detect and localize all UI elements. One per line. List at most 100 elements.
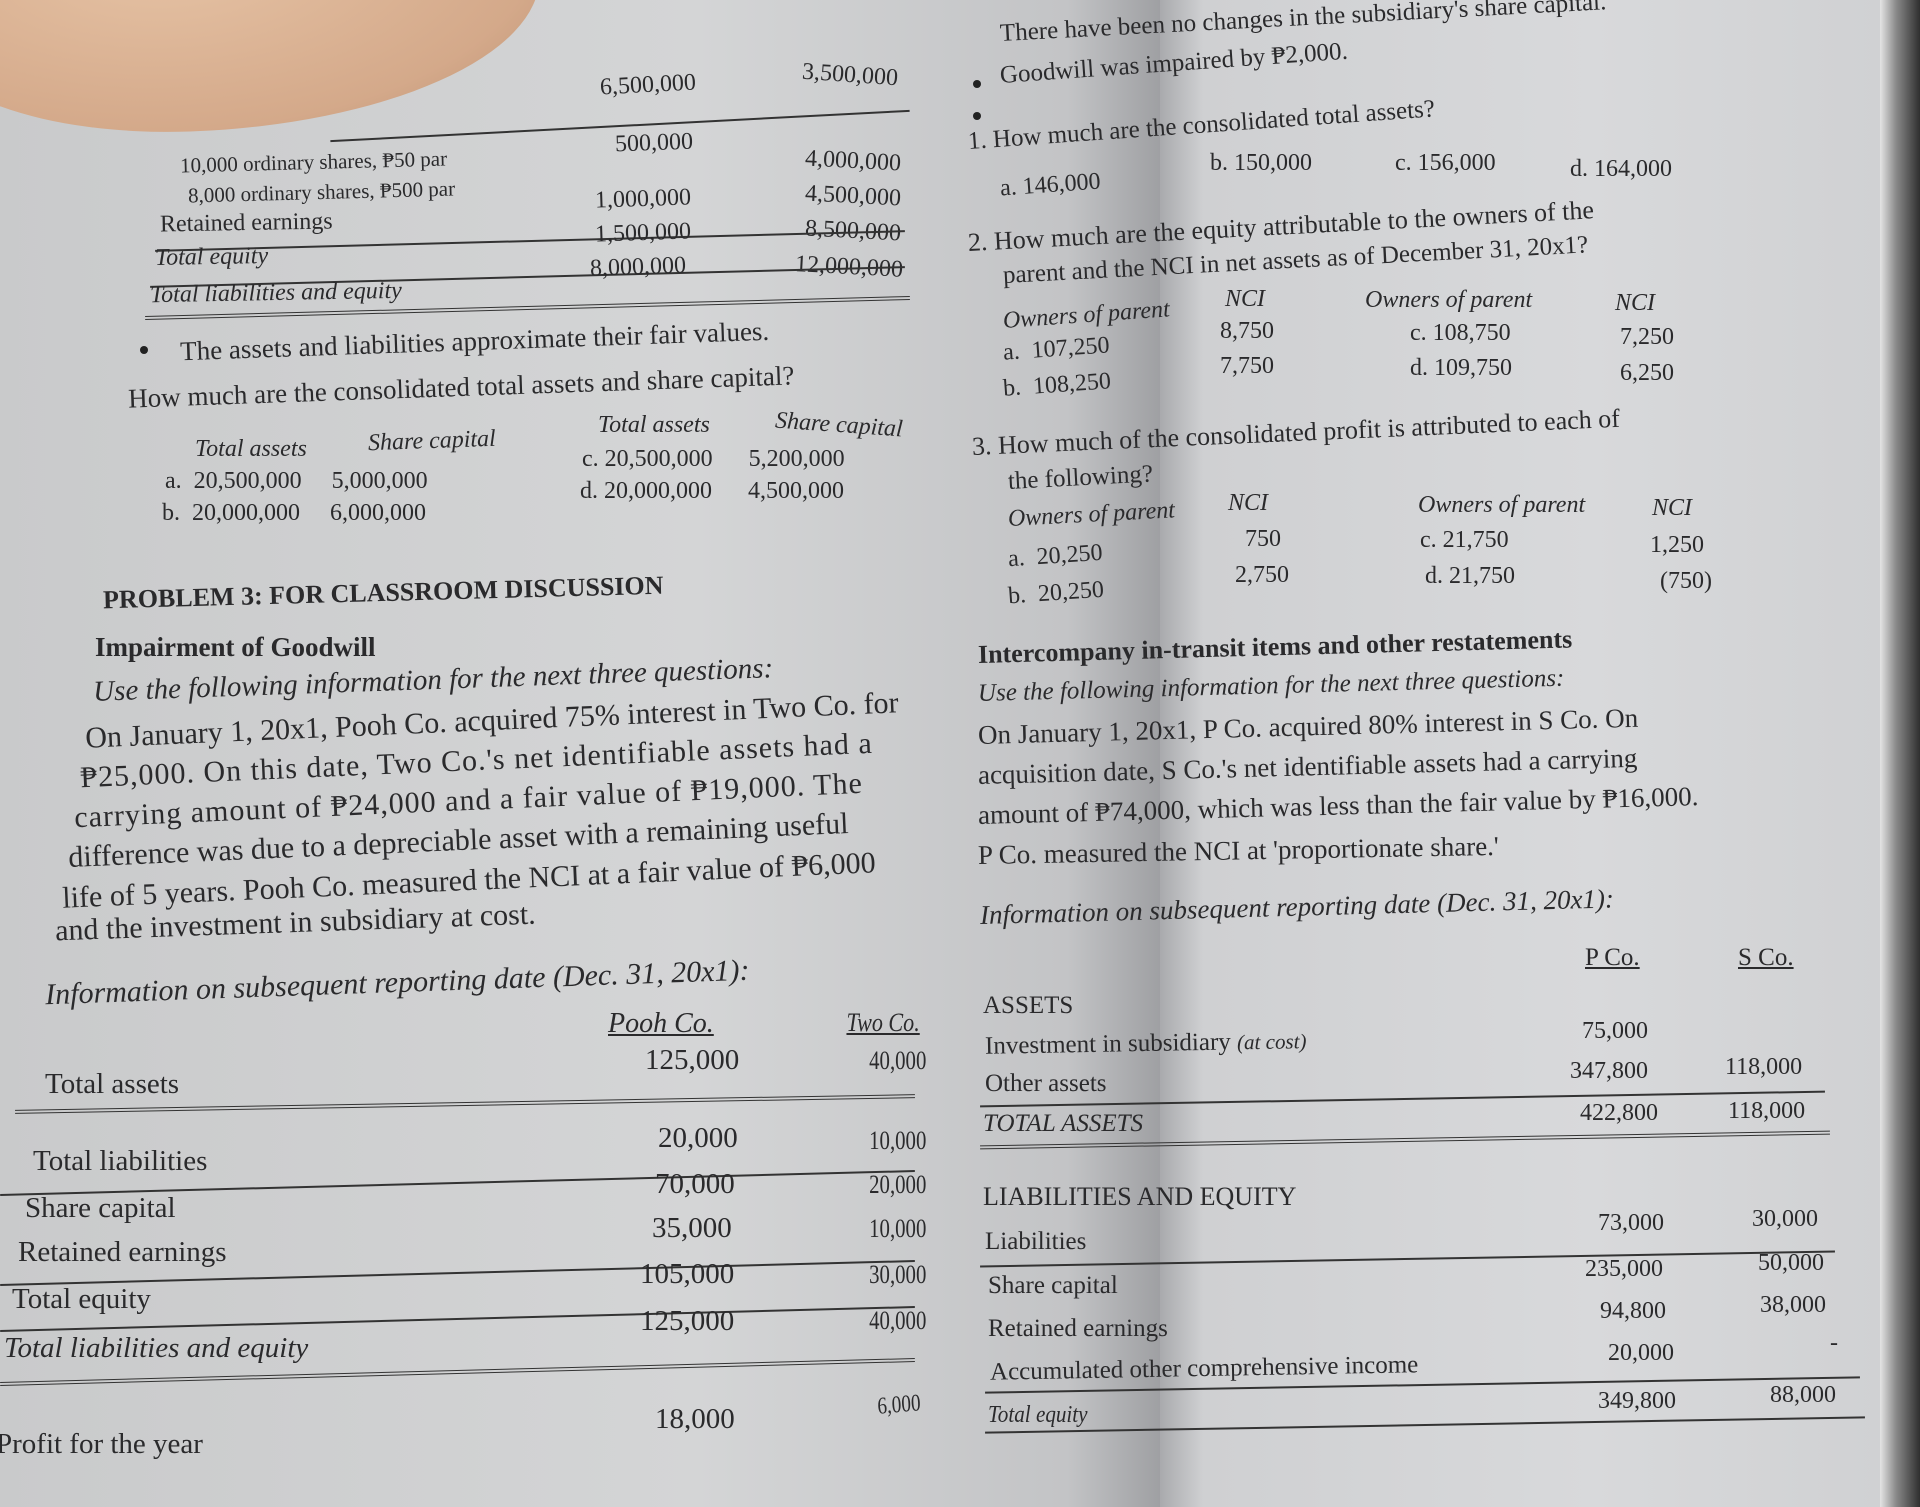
option-letter: c.: [582, 446, 599, 472]
option-header: Total assets: [195, 436, 307, 462]
option-header: Total assets: [598, 412, 710, 438]
q2-nci-c: 7,250: [1620, 324, 1674, 350]
divider: [980, 1250, 1835, 1268]
paragraph-line: On January 1, 20x1, P Co. acquired 80% i…: [977, 702, 1639, 750]
row-value: 10,000: [869, 1214, 927, 1243]
q2-header: Owners of parent: [1002, 296, 1171, 334]
row-value: 10,000: [869, 1126, 927, 1155]
le-heading: LIABILITIES AND EQUITY: [983, 1182, 1297, 1211]
right-page: [1160, 0, 1880, 1507]
row-value: 20,000: [1608, 1340, 1674, 1366]
row-value: 30,000: [869, 1260, 927, 1289]
q3-header: NCI: [1652, 495, 1693, 521]
row-label: Retained earnings: [988, 1315, 1168, 1342]
row-label: Total liabilities and equity: [4, 1332, 309, 1364]
column-header-s: S Co.: [1738, 944, 1794, 971]
info-heading: Information on subsequent reporting date…: [979, 883, 1615, 930]
option-total-assets: 20,000,000: [604, 478, 712, 504]
option-letter: c.: [1420, 527, 1437, 553]
page-edge: [1880, 0, 1920, 1507]
option-letter: a.: [1007, 545, 1026, 573]
row-value: 88,000: [1770, 1382, 1836, 1408]
row-value: 50,000: [1758, 1250, 1824, 1276]
q2-option-b[interactable]: b. 108,250: [1002, 368, 1112, 402]
assets-heading: ASSETS: [983, 992, 1074, 1019]
row-value: 30,000: [1752, 1206, 1818, 1232]
q2-header: NCI: [1225, 286, 1266, 312]
q2-header: NCI: [1615, 290, 1656, 316]
row-value: 35,000: [652, 1212, 732, 1244]
bullet-icon: [973, 112, 981, 120]
column-header-p: P Co.: [1585, 944, 1640, 971]
option-parent: 108,250: [1032, 368, 1112, 400]
q2-option-c[interactable]: c. 108,750: [1410, 320, 1511, 347]
left-page: 6,500,000 3,500,000 10,000 ordinary shar…: [0, 0, 1160, 1507]
option-letter: d.: [580, 478, 598, 504]
section-title: Intercompany in-transit items and other …: [977, 624, 1573, 669]
row-value: 40,000: [869, 1046, 927, 1075]
q3-header: NCI: [1228, 490, 1269, 516]
option-share-capital: 5,000,000: [331, 468, 428, 494]
row-value: 105,000: [640, 1258, 735, 1290]
option-parent: 109,750: [1434, 355, 1512, 381]
q3-option-d[interactable]: d. 21,750: [1425, 563, 1515, 590]
q1-option-c[interactable]: c. 156,000: [1395, 150, 1496, 176]
bullet-icon: [140, 346, 148, 354]
row-label: Investment in subsidiary (at cost): [985, 1027, 1307, 1061]
paragraph-line: Use the following information for the ne…: [977, 664, 1565, 707]
row-value: 347,800: [1570, 1058, 1648, 1084]
q1-option-a[interactable]: a. 146,000: [999, 168, 1102, 202]
q3-line: 3. How much of the consolidated profit i…: [971, 403, 1621, 461]
row-value: 73,000: [1598, 1210, 1664, 1236]
section-subtitle: Impairment of Goodwill: [95, 632, 376, 662]
option-letter: c.: [1410, 320, 1427, 346]
row-value: -: [1830, 1330, 1838, 1356]
option-total-assets: 20,000,000: [192, 500, 300, 526]
option-parent: 21,750: [1449, 563, 1515, 589]
q3-line: the following?: [1007, 460, 1154, 495]
option-share-capital: 5,200,000: [748, 446, 845, 472]
option-letter: b.: [1002, 374, 1022, 402]
q3-header: Owners of parent: [1418, 492, 1586, 518]
paragraph-line: amount of ₱74,000, which was less than t…: [977, 781, 1699, 830]
row-value: 118,000: [1728, 1098, 1806, 1124]
column-header-pooh: Pooh Co.: [608, 1008, 714, 1039]
paragraph-line: acquisition date, S Co.'s net identifiab…: [977, 742, 1638, 790]
column-header-two: Two Co.: [846, 1008, 920, 1037]
row-label: Retained earnings: [18, 1236, 227, 1268]
q3-option-b[interactable]: b. 20,250: [1007, 577, 1105, 611]
q2-nci-b: 7,750: [1220, 353, 1274, 379]
row-value: 20,000: [869, 1170, 927, 1199]
q1-option-d[interactable]: d. 164,000: [1570, 156, 1672, 182]
row-value: 38,000: [1760, 1292, 1826, 1318]
q2-option-a[interactable]: a. 107,250: [1002, 332, 1110, 366]
option-letter: b.: [1007, 582, 1027, 610]
option-share-capital: 6,000,000: [330, 500, 426, 526]
option-c[interactable]: c. 20,500,000 5,200,000: [582, 446, 845, 473]
option-share-capital: 4,500,000: [748, 478, 844, 504]
row-value: 40,000: [869, 1306, 927, 1335]
q2-nci-d: 6,250: [1620, 360, 1674, 386]
option-a[interactable]: a. 20,500,000 5,000,000: [165, 468, 428, 495]
option-parent: 21,750: [1442, 527, 1509, 553]
q3-option-a[interactable]: a. 20,250: [1007, 540, 1103, 574]
option-total-assets: 20,500,000: [193, 468, 302, 494]
q2-option-d[interactable]: d. 109,750: [1410, 355, 1512, 382]
option-b[interactable]: b. 20,000,000 6,000,000: [162, 500, 426, 527]
q3-nci-c: 1,250: [1650, 532, 1704, 558]
option-parent: 108,750: [1432, 320, 1511, 346]
bullet-icon: [973, 80, 981, 88]
option-d[interactable]: d. 20,000,000 4,500,000: [580, 478, 844, 505]
q1-option-b[interactable]: b. 150,000: [1210, 150, 1312, 176]
row-value: 75,000: [1582, 1018, 1648, 1044]
option-letter: a.: [1002, 338, 1021, 366]
option-letter: a.: [165, 468, 182, 494]
label-text: Investment in subsidiary: [984, 1028, 1232, 1060]
option-parent: 20,250: [1035, 539, 1104, 571]
q2-nci-a: 8,750: [1220, 318, 1274, 344]
row-label: Other assets: [985, 1070, 1107, 1097]
row-label: Share capital: [25, 1192, 176, 1224]
row-value: 235,000: [1585, 1256, 1663, 1282]
q3-option-c[interactable]: c. 21,750: [1420, 527, 1509, 554]
